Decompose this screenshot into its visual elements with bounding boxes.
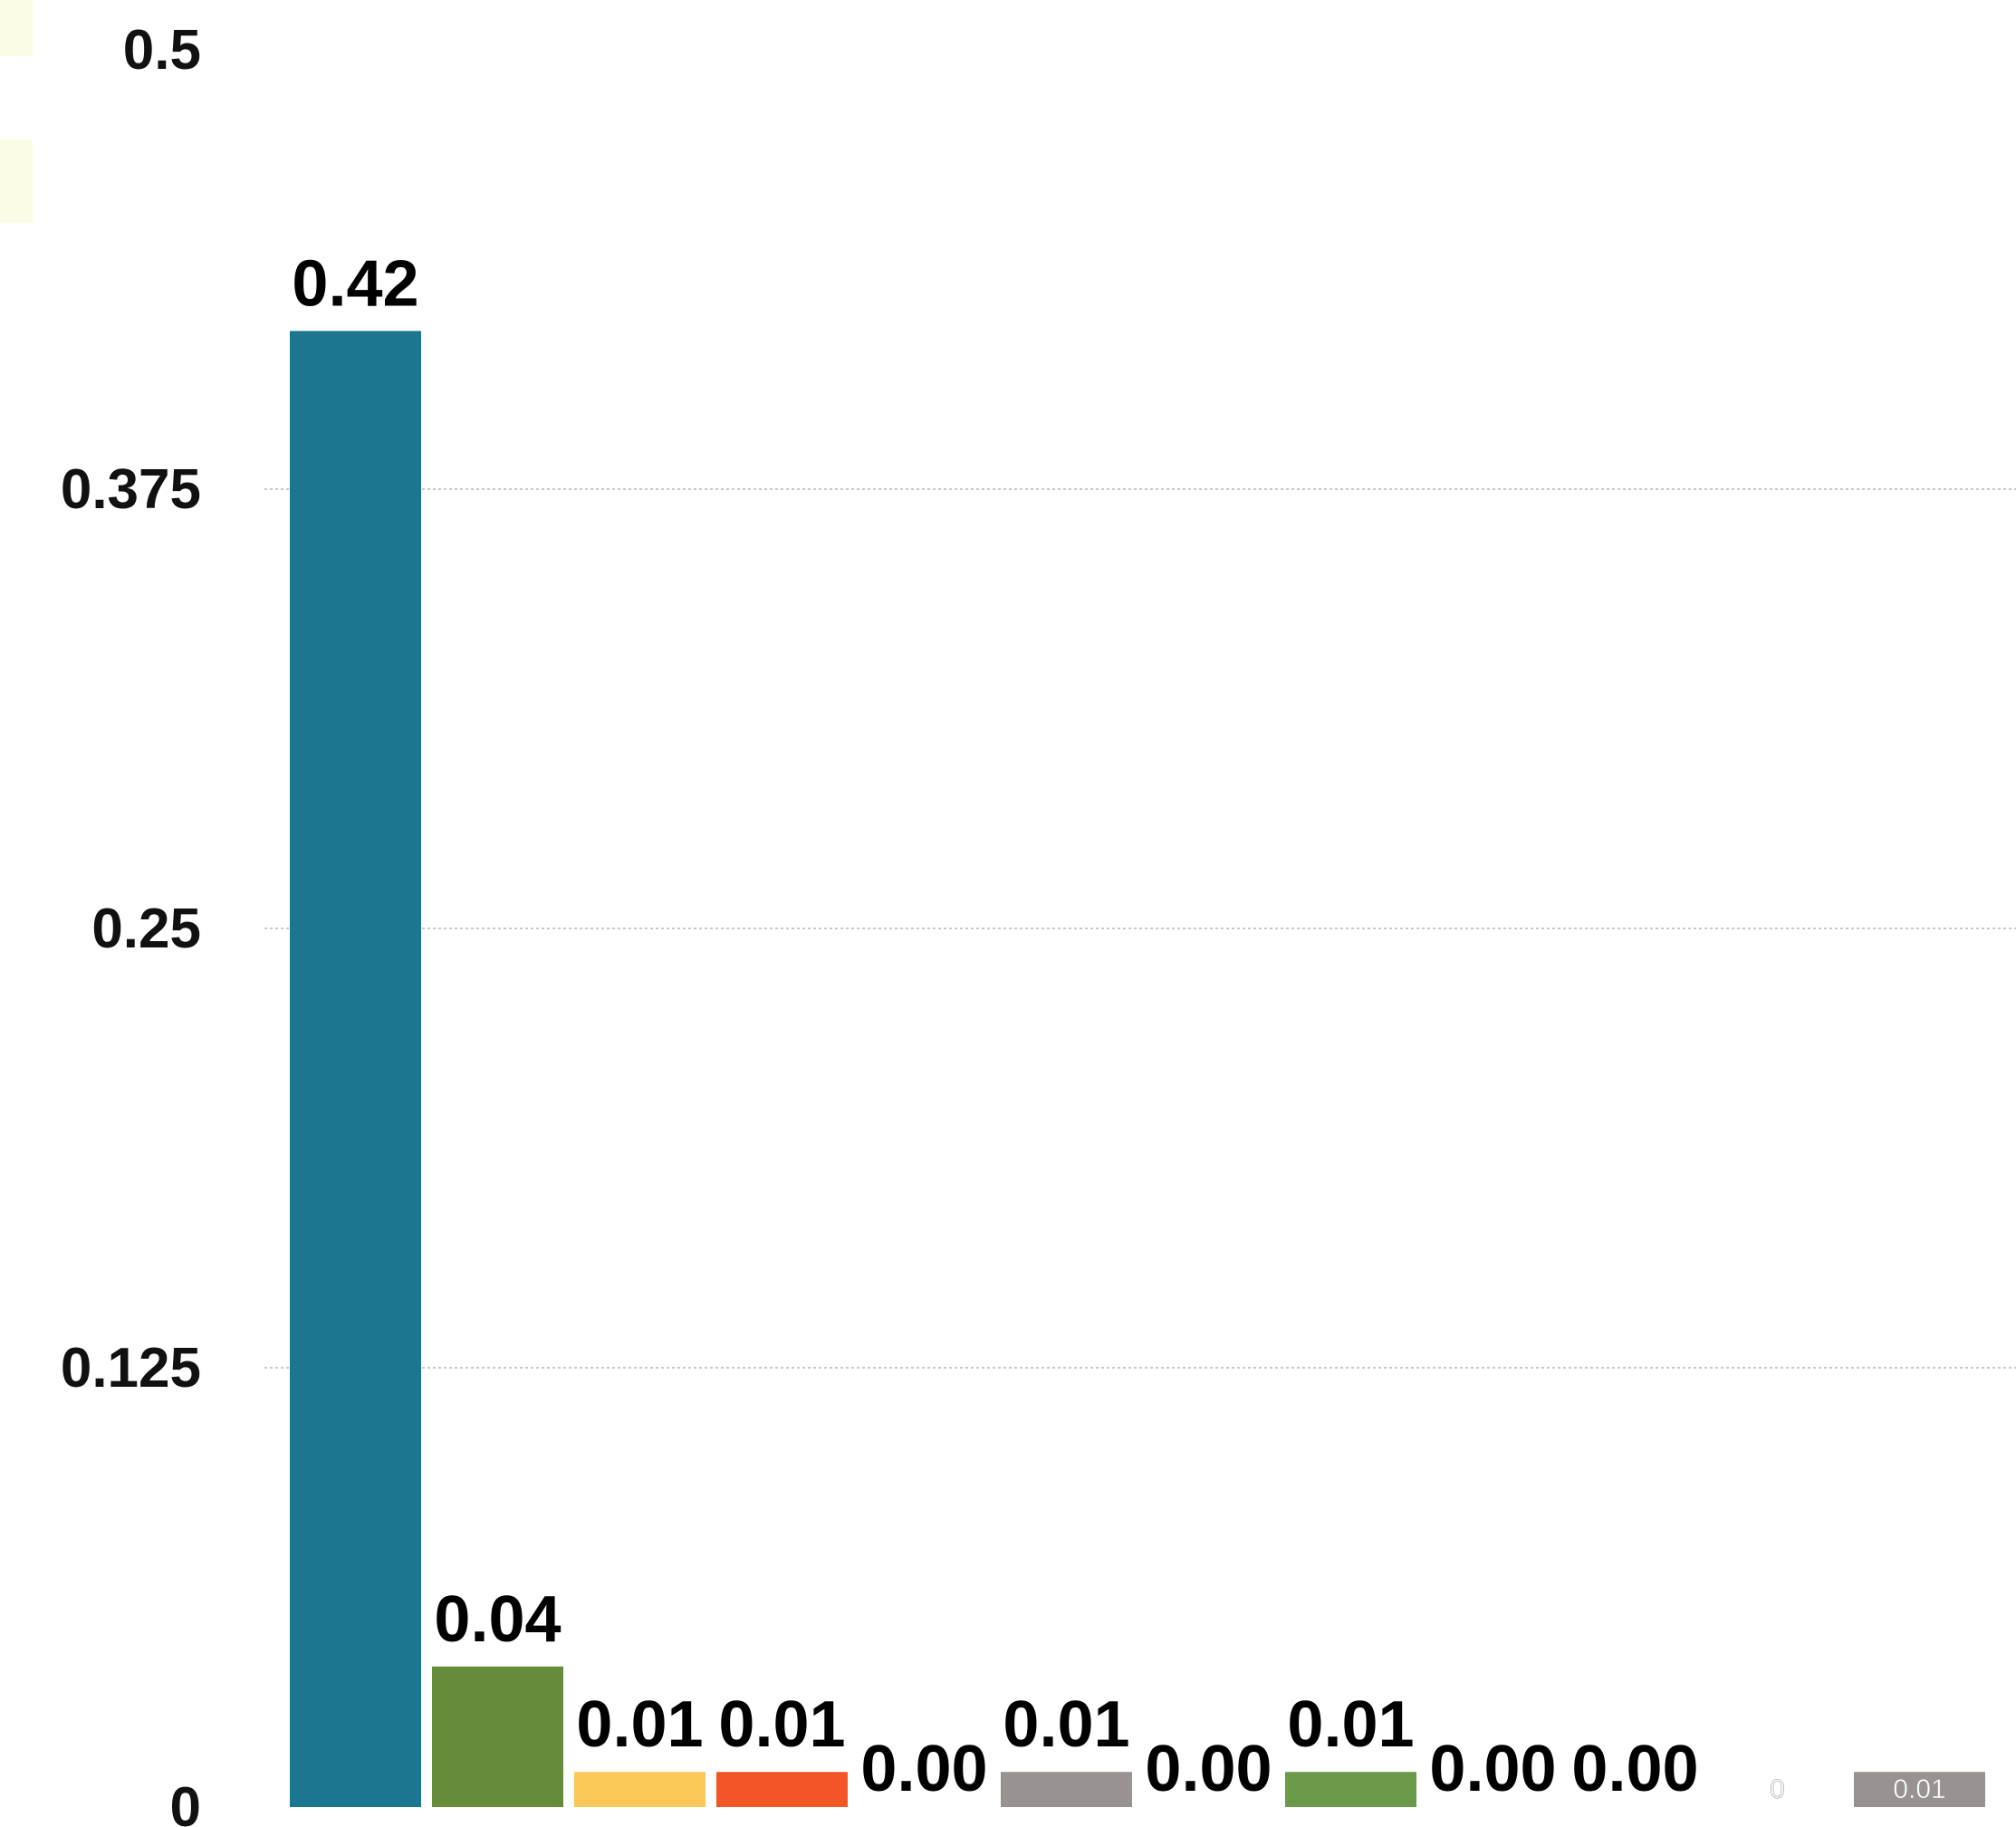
bar-value-label: 0.01 — [1893, 1774, 1945, 1804]
bar — [716, 1772, 848, 1807]
bars — [290, 331, 1985, 1807]
bar-value-label: 0.00 — [1145, 1733, 1272, 1805]
y-tick-label: 0.375 — [61, 458, 201, 521]
bar — [1285, 1772, 1416, 1807]
legend-swatches — [0, 0, 33, 223]
value-labels: 0.420.040.01 0.010.000.010.000.010.00 0.00… — [292, 247, 1946, 1805]
bar-value-label: 0.01 — [1003, 1688, 1129, 1761]
bar-value-label: 0.01 — [576, 1688, 703, 1761]
bar-value-label: 0.00 — [860, 1733, 987, 1805]
bar-value-label: 0.42 — [292, 247, 418, 320]
bar — [1001, 1772, 1132, 1807]
bar — [1854, 1772, 1985, 1807]
y-axis-ticks: 0 0.125 0.25 0.375 0.5 — [61, 19, 201, 1827]
y-tick-label: 0.25 — [91, 898, 201, 960]
y-tick-label: 0 — [170, 1776, 201, 1827]
bar-value-label: 0.01 — [1287, 1688, 1414, 1761]
bar — [432, 1666, 563, 1807]
y-tick-label: 0.125 — [61, 1337, 201, 1399]
gridlines — [264, 488, 2016, 1369]
bar-value-label: 0.04 — [434, 1583, 561, 1656]
bar-value-label: 0.00 — [1571, 1733, 1698, 1805]
bar-value-label: 0.01 — [718, 1688, 845, 1761]
bar-value-label: 0.00 — [1429, 1733, 1556, 1805]
bar — [290, 331, 421, 1807]
bar-value-label: 0 — [1770, 1774, 1785, 1804]
y-tick-label: 0.5 — [123, 19, 201, 82]
bar — [574, 1772, 706, 1807]
